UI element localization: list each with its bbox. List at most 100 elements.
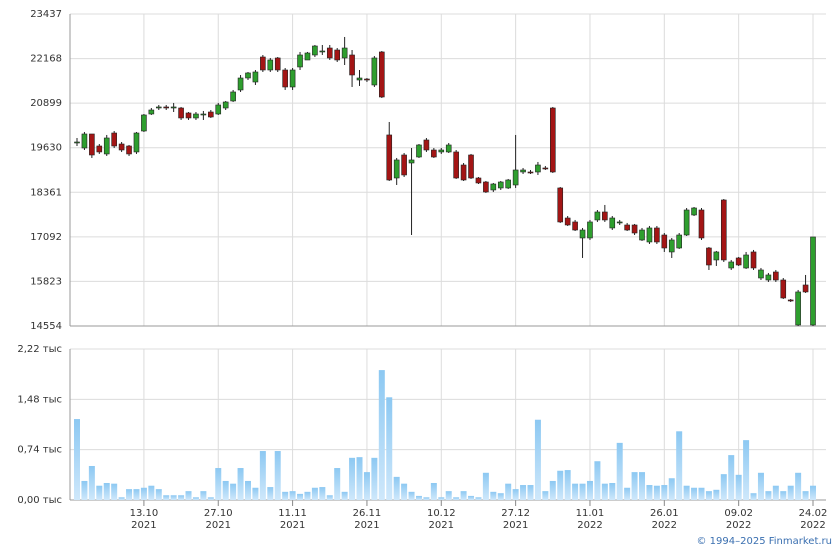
volume-bar <box>601 483 608 500</box>
volume-bar <box>244 480 251 500</box>
footer: © 1994–2025 Finmarket.ru <box>696 536 832 547</box>
volume-bar <box>720 474 727 500</box>
candle-body <box>698 209 705 239</box>
volume-bar <box>795 472 802 500</box>
candle-body <box>148 109 155 115</box>
candle-body <box>126 145 132 155</box>
volume-bar <box>646 485 653 500</box>
candle-body <box>282 69 288 88</box>
volume-bar <box>319 487 326 500</box>
candle-body <box>646 227 653 243</box>
candle-body <box>252 71 259 83</box>
candle-body <box>475 177 482 184</box>
volume-bar <box>222 480 229 500</box>
volume-bar <box>215 468 222 500</box>
volume-bar <box>252 487 259 500</box>
volume-bar <box>482 472 489 500</box>
x-tick-year: 2021 <box>206 520 231 531</box>
volume-bar <box>735 474 742 500</box>
volume-bar <box>74 419 80 500</box>
candle-body <box>542 167 549 170</box>
candle-body <box>230 91 236 102</box>
candle-body <box>587 221 593 239</box>
x-tick-label: 27.10 <box>204 508 233 519</box>
volume-bar <box>802 491 809 500</box>
volume-bar <box>453 497 460 500</box>
candle-body <box>185 112 192 119</box>
candle-body <box>408 159 415 164</box>
volume-bar <box>408 491 415 500</box>
candle-body <box>356 77 363 81</box>
candle-body <box>460 164 467 181</box>
volume-bar <box>780 491 787 500</box>
volume-bar <box>549 480 556 500</box>
candle-body <box>683 209 690 236</box>
candle-body <box>245 72 251 79</box>
volume-bar <box>639 472 646 500</box>
volume-bar <box>178 495 185 500</box>
candle-body <box>773 271 779 281</box>
volume-bar <box>594 461 601 500</box>
x-tick-label: 26.11 <box>353 508 382 519</box>
x-tick-year: 2022 <box>800 520 825 531</box>
candle-body <box>750 251 757 269</box>
candle-body <box>155 106 162 109</box>
volume-bar <box>713 489 720 500</box>
candle-body <box>393 159 400 179</box>
volume-bar <box>438 497 445 500</box>
candle-body <box>81 133 88 149</box>
candle-body <box>564 217 571 226</box>
volume-bar <box>334 468 341 500</box>
candle-body <box>512 169 519 186</box>
candle-body <box>141 114 147 132</box>
candle-body <box>624 224 630 231</box>
candle-body <box>341 47 348 59</box>
x-tick-label: 11.11 <box>278 508 307 519</box>
y-tick-label: 17092 <box>30 232 62 243</box>
volume-bar <box>192 497 199 500</box>
candle-body <box>787 299 794 302</box>
candle-body <box>170 106 177 109</box>
candle-body <box>260 56 266 71</box>
volume-bar <box>133 489 140 500</box>
candle-body <box>520 169 526 173</box>
candle-body <box>616 221 623 224</box>
candle-body <box>668 239 675 253</box>
volume-bar <box>423 497 430 500</box>
x-tick-label: 27.12 <box>501 508 530 519</box>
volume-bar <box>468 495 475 500</box>
candle-body <box>497 181 504 189</box>
volume-bar <box>297 493 304 500</box>
candle-body <box>423 139 430 151</box>
volume-bar <box>148 485 155 500</box>
volume-bar <box>170 495 177 500</box>
volume-bar <box>200 491 207 500</box>
y-tick-label: 22168 <box>30 54 62 65</box>
volume-bar <box>661 485 668 500</box>
volume-bar <box>624 487 631 500</box>
volume-bar <box>111 483 118 500</box>
y-tick-label: 0,00 тыс <box>17 495 62 506</box>
volume-bar <box>765 491 772 500</box>
volume-bar <box>490 491 497 500</box>
volume-bar <box>378 370 385 500</box>
candle-body <box>557 187 564 223</box>
candle-body <box>289 69 296 88</box>
candle-body <box>802 284 809 293</box>
candle-body <box>74 141 80 144</box>
y-tick-label: 23437 <box>30 9 62 20</box>
volume-bar <box>653 485 660 500</box>
x-tick-label: 11.01 <box>576 508 605 519</box>
volume-bar <box>683 485 690 500</box>
volume-bar <box>750 493 757 500</box>
volume-bar <box>691 487 698 500</box>
volume-bar <box>371 457 378 500</box>
volume-bar <box>386 397 393 500</box>
candle-body <box>178 107 184 119</box>
x-tick-year: 2021 <box>429 520 454 531</box>
candle-body <box>349 54 355 76</box>
volume-bar <box>586 480 593 500</box>
volume-bar <box>88 465 95 500</box>
x-tick-year: 2022 <box>577 520 602 531</box>
